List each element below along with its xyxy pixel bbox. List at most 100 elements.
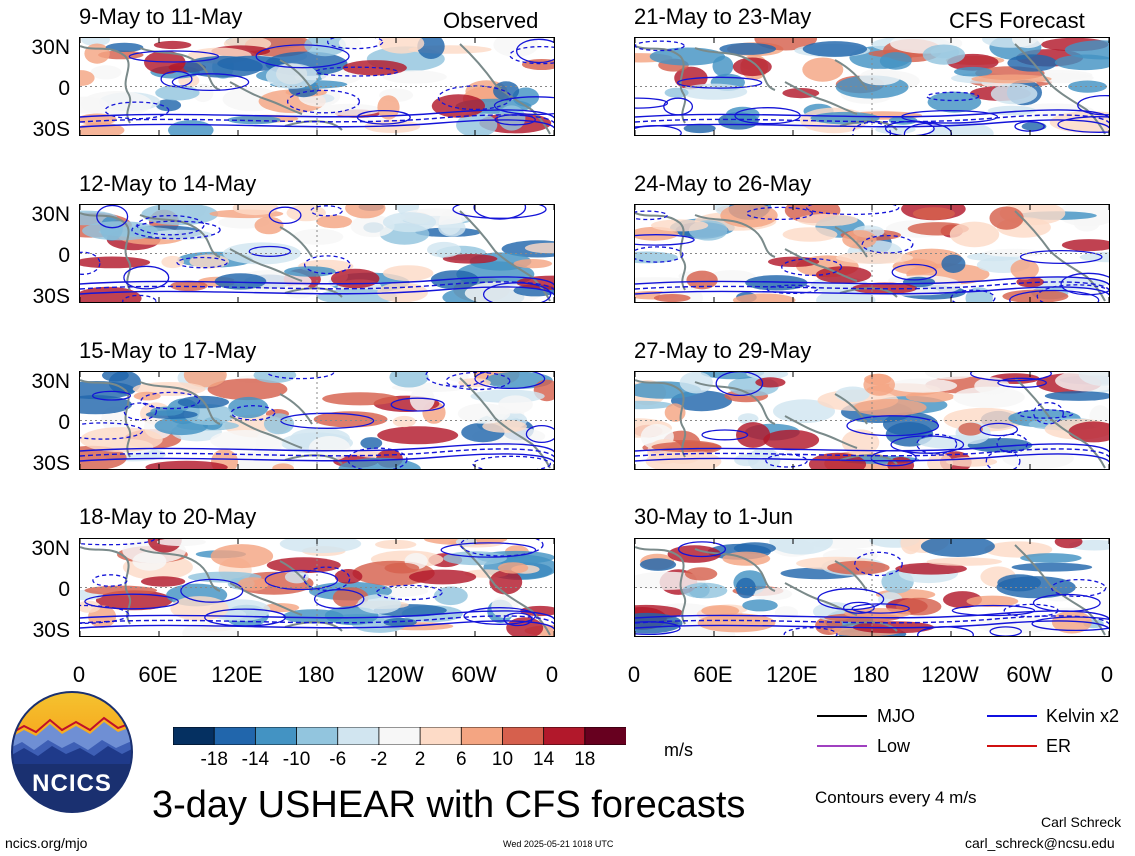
forecast-label: CFS Forecast <box>949 8 1085 33</box>
coastline <box>1014 544 1106 636</box>
map-panel <box>634 371 1110 470</box>
colorbar-swatch <box>460 726 504 746</box>
shear-anomaly-shading <box>516 275 554 290</box>
kelvin-contour <box>842 601 875 614</box>
shear-anomaly-shading <box>966 595 1019 607</box>
shear-anomaly-shading <box>338 38 362 50</box>
shear-anomaly-shading <box>1068 421 1109 443</box>
map-panel <box>634 538 1110 637</box>
shear-anomaly-shading <box>1079 251 1109 263</box>
shear-anomaly-shading <box>80 256 151 269</box>
shear-anomaly-shading <box>382 70 447 84</box>
shear-anomaly-shading <box>214 273 267 290</box>
colorbar-swatch <box>419 726 463 746</box>
shear-anomaly-shading <box>900 539 921 555</box>
kelvin-contour <box>440 542 537 558</box>
colorbar-swatch <box>543 726 586 746</box>
shear-anomaly-shading <box>155 99 182 112</box>
colorbar-tick-label: 14 <box>533 749 555 770</box>
shear-anomaly-shading <box>927 91 982 113</box>
shear-anomaly-shading <box>1068 80 1107 93</box>
shear-anomaly-shading <box>81 91 153 117</box>
shear-anomaly-shading <box>745 275 808 291</box>
shear-anomaly-shading <box>896 597 942 616</box>
shear-anomaly-shading <box>377 95 400 120</box>
shear-anomaly-shading <box>683 123 716 134</box>
shear-anomaly-shading <box>782 227 838 242</box>
shear-anomaly-shading <box>635 612 683 634</box>
shear-anomaly-shading <box>651 219 709 232</box>
shear-anomaly-shading <box>905 391 955 403</box>
kelvin-contour <box>104 101 170 120</box>
panel-title-3: 15-May to 17-May <box>79 338 257 363</box>
coastline <box>80 212 132 291</box>
shear-anomaly-shading <box>737 413 759 425</box>
shear-anomaly-shading <box>686 270 718 290</box>
kelvin-contour <box>171 73 250 92</box>
shear-anomaly-shading <box>427 241 461 258</box>
panel-title-2: 12-May to 14-May <box>79 171 257 196</box>
kelvin-contour <box>1060 272 1109 296</box>
shear-anomaly-shading <box>989 206 1024 230</box>
shear-anomaly-shading <box>895 562 967 575</box>
shear-anomaly-shading <box>763 429 820 451</box>
kelvin-contour <box>635 246 684 263</box>
coastline <box>139 381 221 425</box>
lon-label-right-0-end: 0 <box>1100 662 1114 687</box>
kelvin-contour <box>635 443 1109 453</box>
kelvin-contour <box>80 448 554 458</box>
shear-anomaly-shading <box>334 569 363 584</box>
kelvin-contour <box>248 245 292 257</box>
shear-anomaly-shading <box>635 251 678 264</box>
shear-anomaly-shading <box>80 70 95 86</box>
coastline <box>459 544 551 636</box>
lon-label-left-120e: 120E <box>211 662 263 687</box>
shear-anomaly-shading <box>755 377 786 388</box>
map-panel <box>79 204 555 303</box>
kelvin-contour <box>80 109 554 119</box>
shear-anomaly-shading <box>926 557 1002 566</box>
kelvin-contour <box>852 121 892 135</box>
kelvin-contour <box>459 539 544 557</box>
kelvin-contour <box>123 402 158 421</box>
lat-label-30s: 30S <box>32 118 70 141</box>
colorbar-swatch <box>172 726 216 746</box>
shear-anomaly-shading <box>976 616 1055 634</box>
shear-anomaly-shading <box>148 229 213 240</box>
shear-anomaly-shading <box>927 453 953 469</box>
kelvin-contour <box>1057 116 1109 133</box>
coastline <box>139 548 221 592</box>
coastline <box>635 379 687 458</box>
kelvin-contour <box>766 284 819 295</box>
kelvin-contour <box>997 377 1047 388</box>
shear-anomaly-shading <box>266 557 341 574</box>
legend-er-label: ER <box>1046 736 1072 756</box>
shear-anomaly-shading <box>797 213 858 227</box>
coastline <box>635 212 687 291</box>
shear-anomaly-shading <box>949 221 1000 248</box>
shear-anomaly-shading <box>732 293 796 302</box>
lat-label-30s: 30S <box>32 285 70 308</box>
kelvin-contour <box>92 574 128 587</box>
kelvin-contour <box>80 615 554 625</box>
timestamp-text: Wed 2025-05-21 1018 UTC <box>503 839 614 849</box>
lon-label-left-120w: 120W <box>366 662 424 687</box>
colorbar-swatch <box>337 726 380 746</box>
shear-anomaly-shading <box>493 81 520 101</box>
coastline <box>784 248 858 282</box>
kelvin-contour <box>80 453 554 463</box>
coastline <box>694 214 776 258</box>
shear-anomaly-shading <box>318 103 381 116</box>
shear-anomaly-shading <box>863 373 895 396</box>
shear-anomaly-shading <box>207 378 288 401</box>
shear-anomaly-shading <box>232 205 279 216</box>
main-title: 3-day USHEAR with CFS forecasts <box>152 784 746 826</box>
coastline <box>459 377 551 469</box>
lon-label-left-60w: 60W <box>451 662 497 687</box>
shear-anomaly-shading <box>719 42 776 55</box>
legend-low-label: Low <box>877 736 911 756</box>
kelvin-contour <box>303 566 351 591</box>
kelvin-contour <box>390 397 445 412</box>
shear-anomaly-shading <box>958 422 983 436</box>
panel-title-6: 24-May to 26-May <box>634 171 812 196</box>
